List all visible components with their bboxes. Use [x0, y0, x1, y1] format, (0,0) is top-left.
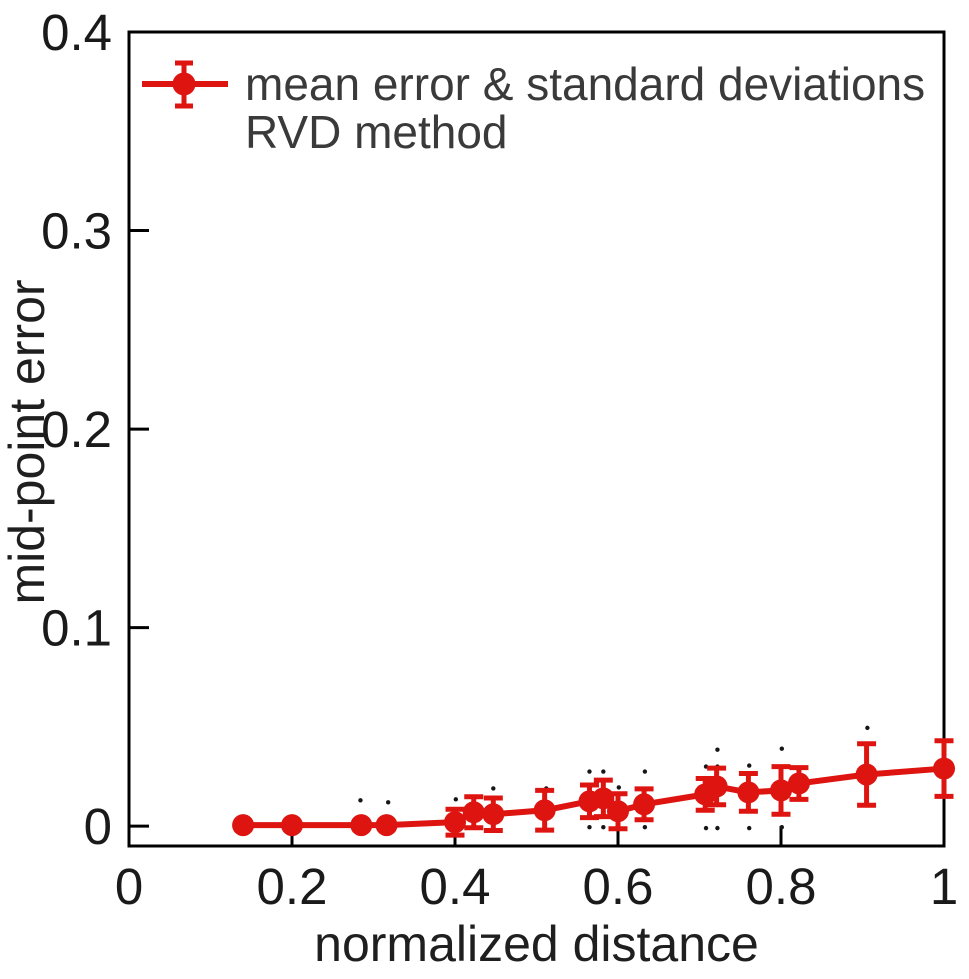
- outlier-dot: [642, 824, 648, 830]
- outlier-dot: [587, 769, 592, 774]
- y-tick-label: 0.2: [41, 401, 112, 458]
- outlier-dot: [865, 725, 870, 731]
- series-marker: [482, 803, 505, 826]
- outlier-dot: [587, 824, 592, 830]
- x-tick-label: 0.2: [257, 858, 328, 915]
- series-marker: [787, 772, 810, 795]
- series-marker: [855, 763, 878, 786]
- outlier-dots: [358, 725, 870, 831]
- outlier-dot: [779, 824, 785, 830]
- outlier-dot: [601, 769, 606, 774]
- outlier-dot: [358, 798, 363, 803]
- outlier-dot: [491, 786, 496, 791]
- y-axis-label: mid-point error: [0, 279, 55, 605]
- outlier-dot: [642, 769, 648, 774]
- series-marker: [375, 814, 398, 837]
- outlier-dot: [601, 824, 606, 830]
- series-marker: [281, 814, 303, 837]
- outlier-dot: [385, 800, 391, 805]
- series-marker: [592, 787, 615, 810]
- x-tick-label: 0: [115, 858, 143, 915]
- series-markers: [232, 757, 955, 837]
- series-marker: [232, 814, 255, 837]
- series-marker: [444, 811, 466, 834]
- y-tick-label: 0.4: [41, 4, 112, 61]
- x-tick-labels: 0 0.2 0.4 0.6 0.8 1: [115, 858, 958, 915]
- y-tick-label: 0.3: [41, 203, 112, 260]
- plot-border: [127, 30, 946, 848]
- x-tick-label: 0.8: [746, 858, 817, 915]
- series-marker: [533, 799, 556, 822]
- y-tick-labels: 0 0.1 0.2 0.3 0.4: [41, 4, 112, 855]
- x-tick-label: 1: [930, 858, 958, 915]
- outlier-dot: [715, 747, 720, 752]
- legend-label-line2: RVD method: [245, 106, 508, 158]
- series-marker: [705, 775, 728, 798]
- outlier-dot: [453, 797, 459, 802]
- outlier-dot: [703, 825, 709, 831]
- series-marker: [462, 801, 485, 824]
- x-tick-label: 0.4: [420, 858, 491, 915]
- series-marker: [770, 779, 792, 802]
- series-marker: [350, 814, 373, 837]
- y-tick-label: 0: [84, 798, 112, 855]
- y-ticks: [129, 30, 149, 828]
- legend-label-line1: mean error & standard deviations: [245, 58, 926, 110]
- series-marker: [737, 781, 760, 804]
- y-tick-label: 0.1: [41, 600, 112, 657]
- legend-errorbar-marker: [142, 60, 228, 109]
- outlier-dot: [747, 825, 752, 831]
- x-tick-label: 0.6: [583, 858, 654, 915]
- series-marker: [933, 757, 955, 780]
- x-axis-label: normalized distance: [314, 916, 759, 972]
- series-marker: [607, 800, 629, 823]
- outlier-dot: [747, 763, 752, 768]
- legend: mean error & standard deviations RVD met…: [245, 60, 925, 156]
- outlier-dot: [779, 746, 785, 751]
- outlier-dot: [715, 825, 720, 831]
- outlier-dot: [616, 785, 622, 790]
- series-marker: [633, 793, 656, 816]
